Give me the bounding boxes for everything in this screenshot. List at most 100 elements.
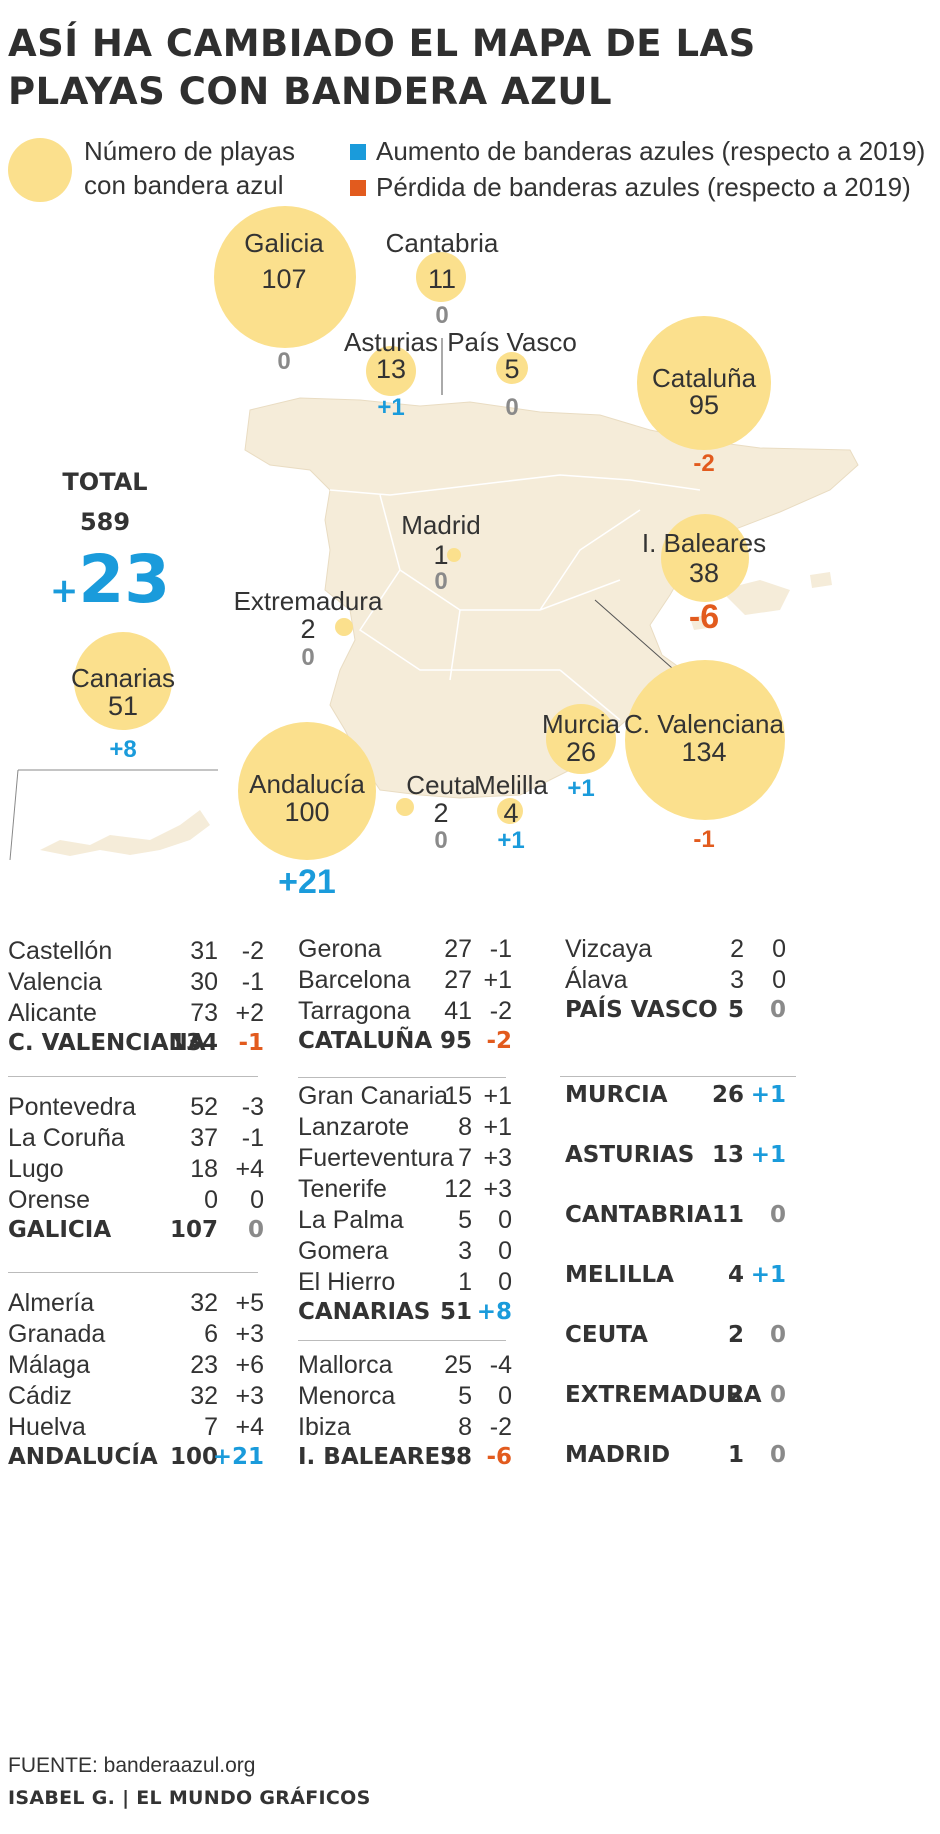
row-name: Mallorca [298, 1351, 393, 1379]
value-murcia: 26 [565, 737, 597, 767]
row-change: +2 [235, 999, 264, 1027]
table-row: Almería 32 +5 [8, 1289, 274, 1325]
row-value: 15 [444, 1082, 472, 1110]
row-name: CANARIAS [298, 1299, 431, 1325]
row-name: Tenerife [298, 1175, 387, 1203]
bubble-andalucia [238, 722, 376, 860]
change-melilla: +1 [497, 827, 525, 854]
value-asturias: 13 [375, 354, 407, 384]
table-row: Orense 0 0 [8, 1186, 274, 1222]
row-change: +6 [235, 1351, 264, 1379]
change-madrid: 0 [434, 568, 448, 595]
row-name: GALICIA [8, 1217, 112, 1243]
row-change: -1 [489, 935, 512, 963]
table-row: Valencia 30 -1 [8, 968, 274, 1004]
total-label: TOTAL [62, 468, 148, 496]
legend-decrease-square-icon [350, 180, 366, 196]
row-value: 134 [169, 1030, 218, 1056]
row-change: 0 [498, 1268, 512, 1296]
row-value: 23 [190, 1351, 218, 1379]
row-change: 0 [769, 1442, 786, 1468]
total-change-sign: + [49, 571, 79, 611]
bubble-melilla [497, 798, 523, 824]
row-change: 0 [498, 1206, 512, 1234]
value-andalucia: 100 [284, 797, 330, 827]
bubble-canarias [74, 632, 172, 730]
row-name: Lugo [8, 1155, 64, 1183]
row-value: 73 [190, 999, 218, 1027]
credit-text: ISABEL G. | EL MUNDO GRÁFICOS [8, 1787, 371, 1809]
row-change: -2 [489, 1413, 512, 1441]
total-change: +23 [50, 542, 170, 629]
value-pais-vasco: 5 [504, 354, 520, 384]
row-value: 26 [711, 1082, 744, 1108]
row-value: 37 [190, 1124, 218, 1152]
table-total-row: CEUTA 2 0 [565, 1322, 796, 1358]
row-change: 0 [769, 1322, 786, 1348]
row-value: 1 [727, 1442, 744, 1468]
value-extremadura: 2 [300, 614, 316, 644]
row-name: Huelva [8, 1413, 86, 1441]
table-row: Castellón 31 -2 [8, 937, 274, 973]
table-total-row: EXTREMADURA 2 0 [565, 1382, 796, 1418]
row-name: Valencia [8, 968, 103, 996]
row-change: +1 [750, 1082, 786, 1108]
table-row: Mallorca 25 -4 [298, 1351, 522, 1387]
table-total-row: CANARIAS 51 +8 [298, 1299, 522, 1335]
table-total-row: C. VALENCIANA 134 -1 [8, 1030, 274, 1066]
row-name: Cádiz [8, 1382, 72, 1410]
row-name: Fuerteventura [298, 1144, 454, 1172]
row-value: 32 [190, 1289, 218, 1317]
table-separator [298, 1077, 506, 1078]
row-name: Ibiza [298, 1413, 351, 1441]
legend-increase-square-icon [350, 144, 366, 160]
row-value: 7 [204, 1413, 218, 1441]
row-name: Granada [8, 1320, 106, 1348]
row-name: Menorca [298, 1382, 396, 1410]
row-change: +3 [235, 1320, 264, 1348]
row-value: 6 [204, 1320, 218, 1348]
row-change: 0 [247, 1217, 264, 1243]
row-change: +1 [483, 1082, 512, 1110]
value-ceuta: 2 [433, 798, 449, 828]
row-name: MADRID [565, 1442, 671, 1468]
row-value: 2 [727, 1322, 744, 1348]
change-extremadura: 0 [301, 644, 315, 671]
row-change: -1 [241, 968, 264, 996]
table-total-row: CATALUÑA 95 -2 [298, 1028, 522, 1064]
label-melilla: Melilla [474, 770, 548, 800]
label-valenciana: C. Valenciana [624, 709, 784, 739]
value-canarias: 51 [107, 691, 139, 721]
row-change: +8 [476, 1299, 512, 1325]
row-name: Barcelona [298, 966, 411, 994]
row-change: 0 [769, 1202, 786, 1228]
row-change: +3 [235, 1382, 264, 1410]
row-value: 30 [190, 968, 218, 996]
table-row: Ibiza 8 -2 [298, 1413, 522, 1449]
row-value: 27 [444, 966, 472, 994]
label-andalucia: Andalucía [249, 769, 365, 799]
change-canarias: +8 [109, 736, 137, 763]
legend-bubble-label-1: Número de playas [84, 136, 295, 166]
label-asturias: Asturias [344, 327, 438, 357]
row-value: 8 [458, 1413, 472, 1441]
bubble-pais-vasco [496, 352, 528, 384]
table-separator [298, 1340, 506, 1341]
row-name: Álava [565, 966, 628, 994]
table-row: Gran Canaria 15 +1 [298, 1082, 522, 1118]
row-value: 107 [169, 1217, 218, 1243]
page-title: ASÍ HA CAMBIADO EL MAPA DE LAS PLAYAS CO… [8, 22, 756, 113]
row-name: Pontevedra [8, 1093, 136, 1121]
change-murcia: +1 [567, 775, 595, 802]
row-value: 18 [190, 1155, 218, 1183]
row-name: PAÍS VASCO [565, 997, 718, 1023]
change-cantabria: 0 [435, 302, 449, 329]
table-row: Lanzarote 8 +1 [298, 1113, 522, 1149]
table-row: Menorca 5 0 [298, 1382, 522, 1418]
row-change: -1 [241, 1124, 264, 1152]
row-name: Gomera [298, 1237, 389, 1265]
table-row: Fuerteventura 7 +3 [298, 1144, 522, 1180]
value-cantabria: 11 [427, 264, 457, 294]
row-change: -1 [238, 1030, 264, 1056]
table-row: Granada 6 +3 [8, 1320, 274, 1356]
